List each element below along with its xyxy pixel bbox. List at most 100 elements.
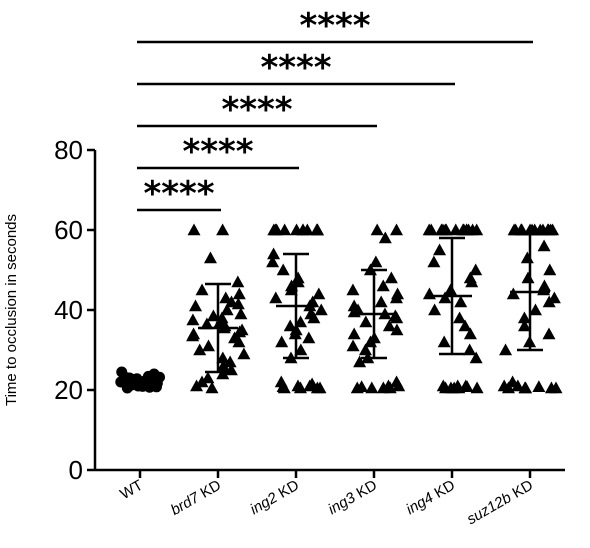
data-point <box>303 379 317 392</box>
data-point <box>469 351 483 364</box>
data-point <box>216 359 230 372</box>
y-axis-label: Time to occlusion in seconds <box>3 214 20 406</box>
data-point <box>424 223 438 236</box>
data-point <box>203 251 217 264</box>
data-point <box>438 223 452 236</box>
data-point <box>283 319 297 332</box>
data-points <box>115 223 563 394</box>
data-point <box>521 271 535 284</box>
x-tick-label-part: WT <box>117 477 146 503</box>
data-point <box>458 319 472 332</box>
x-tick-label: ing3 KD <box>325 477 380 518</box>
data-point <box>302 331 316 344</box>
data-point <box>195 283 209 296</box>
data-point <box>294 315 308 328</box>
data-point <box>439 381 453 394</box>
data-point <box>389 291 403 304</box>
data-point <box>150 381 162 393</box>
data-point <box>382 319 396 332</box>
data-point <box>231 275 245 288</box>
data-point <box>216 367 230 380</box>
data-point <box>307 311 321 324</box>
data-point <box>390 311 404 324</box>
x-tick-label: brd7 KD <box>168 477 224 519</box>
x-tick-label: ing4 KD <box>403 477 458 518</box>
data-point <box>542 327 556 340</box>
data-point <box>449 223 463 236</box>
data-point <box>234 307 248 320</box>
data-point <box>189 299 203 312</box>
y-tick-label: 60 <box>54 215 83 245</box>
data-point <box>314 303 328 316</box>
data-point <box>223 355 237 368</box>
data-point <box>518 319 532 332</box>
data-point <box>428 303 442 316</box>
data-point <box>310 381 324 394</box>
data-point <box>453 311 467 324</box>
x-tick-label: WT <box>117 477 146 503</box>
data-point <box>220 303 234 316</box>
data-point <box>444 283 458 296</box>
data-point <box>438 291 452 304</box>
data-point <box>347 327 361 340</box>
data-point <box>193 343 207 356</box>
data-point <box>470 381 484 394</box>
data-point <box>390 223 404 236</box>
significance-brackets: ******************** <box>137 6 533 214</box>
y-tick-label: 20 <box>54 375 83 405</box>
data-point <box>454 295 468 308</box>
data-point <box>216 351 230 364</box>
data-point <box>269 291 283 304</box>
significance-label: **** <box>299 6 370 46</box>
data-point <box>497 379 511 392</box>
data-point <box>384 271 398 284</box>
data-point <box>186 329 200 342</box>
x-tick-label-part: suz12b <box>464 489 514 528</box>
data-point <box>370 223 384 236</box>
data-point <box>463 343 477 356</box>
y-tick-label: 80 <box>54 135 83 165</box>
data-point <box>459 379 473 392</box>
data-point <box>205 381 219 394</box>
significance-label: **** <box>260 48 331 88</box>
x-tick-label: suz12b KD <box>464 477 536 528</box>
data-point <box>365 381 379 394</box>
significance-label: **** <box>221 90 292 130</box>
data-point <box>206 309 220 322</box>
data-point <box>427 255 441 268</box>
data-point <box>543 263 557 276</box>
significance-label: **** <box>143 174 214 214</box>
data-point <box>353 355 367 368</box>
data-point <box>296 223 310 236</box>
data-point <box>506 287 520 300</box>
x-tick-label: ing2 KD <box>247 477 302 518</box>
data-point <box>463 327 477 340</box>
data-point <box>350 381 364 394</box>
data-point <box>358 343 372 356</box>
significance-label: **** <box>182 132 253 172</box>
data-point <box>266 255 280 268</box>
data-point <box>275 335 289 348</box>
data-point <box>187 223 201 236</box>
data-point <box>186 313 200 326</box>
data-point <box>378 231 392 244</box>
data-point <box>433 243 447 256</box>
data-point <box>369 255 383 268</box>
y-tick-label: 0 <box>69 455 83 485</box>
data-point <box>525 223 539 236</box>
data-point <box>312 287 326 300</box>
data-point <box>216 223 230 236</box>
data-point <box>383 381 397 394</box>
data-point <box>346 339 360 352</box>
data-point <box>536 223 550 236</box>
data-point <box>499 343 513 356</box>
axes: 0 20 40 60 80 WT brd7 KD ing2 KD ing3 KD ing4 KD s… <box>54 135 565 528</box>
data-point <box>267 247 281 260</box>
data-point <box>293 381 307 394</box>
data-point <box>517 311 531 324</box>
data-point <box>231 297 245 310</box>
data-point <box>537 239 551 252</box>
data-point <box>447 381 461 394</box>
data-point <box>277 381 291 394</box>
